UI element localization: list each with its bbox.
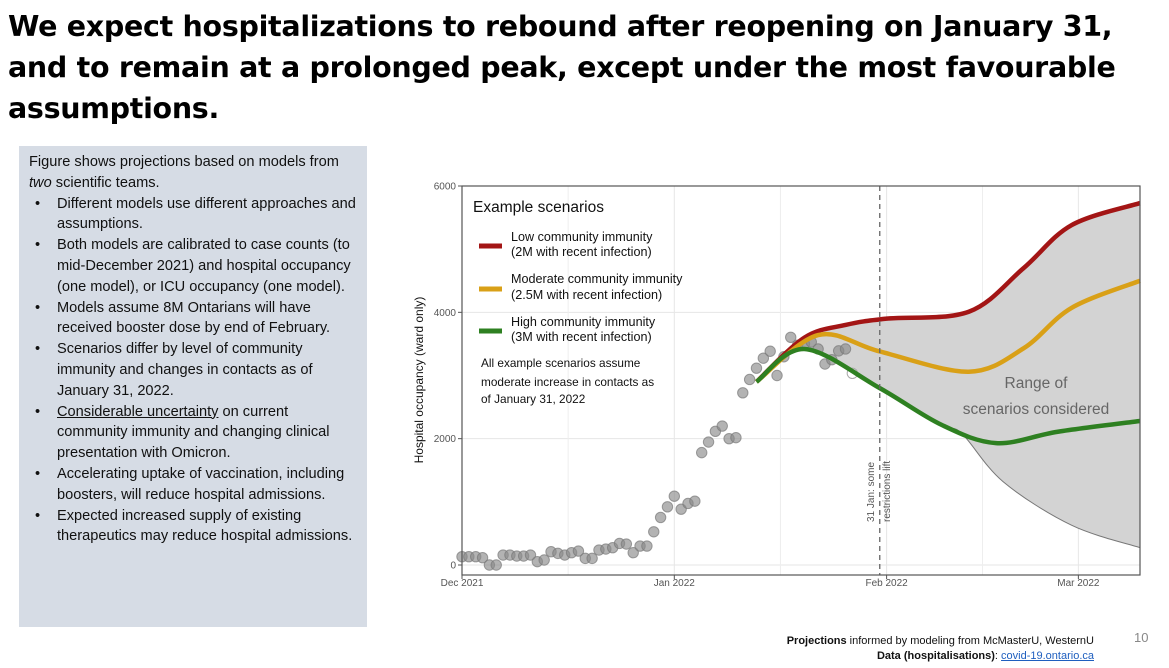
plot-frame	[461, 185, 1141, 576]
observed-points	[456, 331, 859, 571]
y-tick-label: 4000	[434, 308, 457, 319]
observed-point	[572, 545, 585, 557]
observed-point	[490, 559, 502, 571]
x-tick-label: Feb 2022	[865, 578, 908, 589]
page-number: 10	[1134, 630, 1149, 645]
list-item: Accelerating uptake of vaccination, incl…	[29, 464, 357, 506]
scenario-line-moderate	[755, 278, 1141, 384]
list-item: Scenarios differ by level of community i…	[29, 339, 357, 401]
bullet-text: Accelerating uptake of vaccination, incl…	[57, 465, 345, 503]
observed-point	[476, 551, 489, 564]
bullet-text: Models assume 8M Ontarians will have rec…	[57, 299, 331, 337]
bullet-underlined: Considerable uncertainty	[57, 403, 219, 420]
observed-point	[716, 420, 728, 432]
legend-label-high: High community immunity	[511, 315, 656, 329]
bullet-text: Both models are calibrated to case count…	[57, 237, 351, 295]
hospital-occupancy-chart: 31 Jan: some restrictions lift Range of …	[412, 182, 1141, 590]
projections-text: informed by modeling from McMasterU, Wes…	[846, 635, 1094, 647]
observed-point	[743, 373, 756, 386]
scenario-lines	[754, 200, 1141, 446]
observed-point	[641, 540, 653, 552]
observed-point	[668, 490, 681, 502]
data-credit: Data (hospitalisations): covid-19.ontari…	[787, 649, 1094, 664]
observed-point	[839, 343, 852, 355]
x-tick-label: Jan 2022	[654, 578, 696, 589]
observed-point	[771, 369, 783, 382]
legend-sub-low: (2M with recent infection)	[511, 245, 652, 259]
observed-point	[785, 331, 797, 343]
bullet-text: Different models use different approache…	[57, 195, 356, 233]
axis-ticks: 0 2000 4000 6000 Dec 2021 Jan 2022 Feb 2022 Mar…	[434, 182, 1100, 590]
bullet-text: Expected increased supply of existing th…	[57, 507, 353, 545]
notes-intro: Figure shows projections based on models…	[29, 152, 357, 194]
notes-panel: Figure shows projections based on models…	[19, 146, 367, 627]
projections-credit: Projections informed by modeling from Mc…	[787, 634, 1094, 649]
x-tick-label: Mar 2022	[1057, 578, 1100, 589]
observed-point	[689, 495, 701, 507]
observed-point	[586, 552, 598, 565]
legend-note-1: All example scenarios assume	[481, 356, 641, 370]
list-item: Considerable uncertainty on current comm…	[29, 402, 357, 464]
observed-point	[627, 546, 639, 559]
scenario-line-high	[755, 346, 1141, 446]
observed-point	[661, 501, 674, 513]
bullet-text: Scenarios differ by level of community i…	[57, 341, 313, 399]
observed-point	[737, 387, 749, 399]
vline-label-2: restrictions lift	[882, 461, 893, 522]
scenario-range-band	[756, 203, 1140, 548]
observed-point	[750, 362, 763, 374]
observed-point	[757, 352, 770, 364]
notes-list: Different models use different approache…	[29, 194, 357, 548]
data-sep: :	[994, 650, 1002, 662]
list-item: Different models use different approache…	[29, 194, 357, 236]
legend-sub-moderate: (2.5M with recent infection)	[511, 288, 662, 302]
y-tick-label: 2000	[434, 434, 457, 445]
list-item: Models assume 8M Ontarians will have rec…	[29, 298, 357, 340]
data-label: Data (hospitalisations)	[876, 650, 995, 662]
observed-point	[695, 446, 708, 459]
observed-point	[764, 345, 776, 357]
observed-point	[730, 431, 742, 444]
vline-label-1: 31 Jan: some	[866, 462, 877, 522]
observed-point	[648, 526, 660, 538]
legend-sub-high: (3M with recent infection)	[511, 330, 652, 344]
footer-credits: Projections informed by modeling from Mc…	[787, 634, 1094, 664]
observed-point	[702, 436, 715, 448]
y-axis-label: Hospital occupancy (ward only)	[412, 297, 426, 464]
y-tick-label: 6000	[434, 182, 457, 193]
intro-text: Figure shows projections based on models…	[29, 154, 339, 170]
legend-note-2: moderate increase in contacts as	[481, 375, 654, 389]
range-label-2: scenarios considered	[963, 401, 1109, 418]
legend-label-moderate: Moderate community immunity	[511, 272, 683, 286]
slide-title: We expect hospitalizations to rebound af…	[8, 10, 1116, 125]
y-tick-label: 0	[450, 561, 456, 572]
intro-text-end: scientific teams.	[51, 174, 160, 191]
observed-point	[654, 511, 667, 524]
legend: Example scenarios Low community immunity…	[473, 199, 683, 406]
list-item: Expected increased supply of existing th…	[29, 506, 357, 548]
scenario-line-low	[754, 200, 1141, 384]
projections-label: Projections	[786, 635, 847, 647]
x-tick-label: Dec 2021	[441, 578, 484, 589]
range-label-1: Range of	[1005, 375, 1069, 392]
observed-point	[538, 554, 550, 566]
bullet-text: on current community immunity and changi…	[57, 403, 330, 462]
legend-label-low: Low community immunity	[511, 230, 653, 244]
legend-note-3: of January 31, 2022	[481, 392, 585, 406]
data-source-link[interactable]: covid-19.ontario.ca	[1001, 650, 1094, 662]
observed-point	[620, 538, 633, 550]
intro-emphasis: two	[29, 174, 52, 191]
observed-point	[524, 549, 537, 561]
legend-title: Example scenarios	[473, 199, 604, 216]
list-item: Both models are calibrated to case count…	[29, 235, 357, 297]
